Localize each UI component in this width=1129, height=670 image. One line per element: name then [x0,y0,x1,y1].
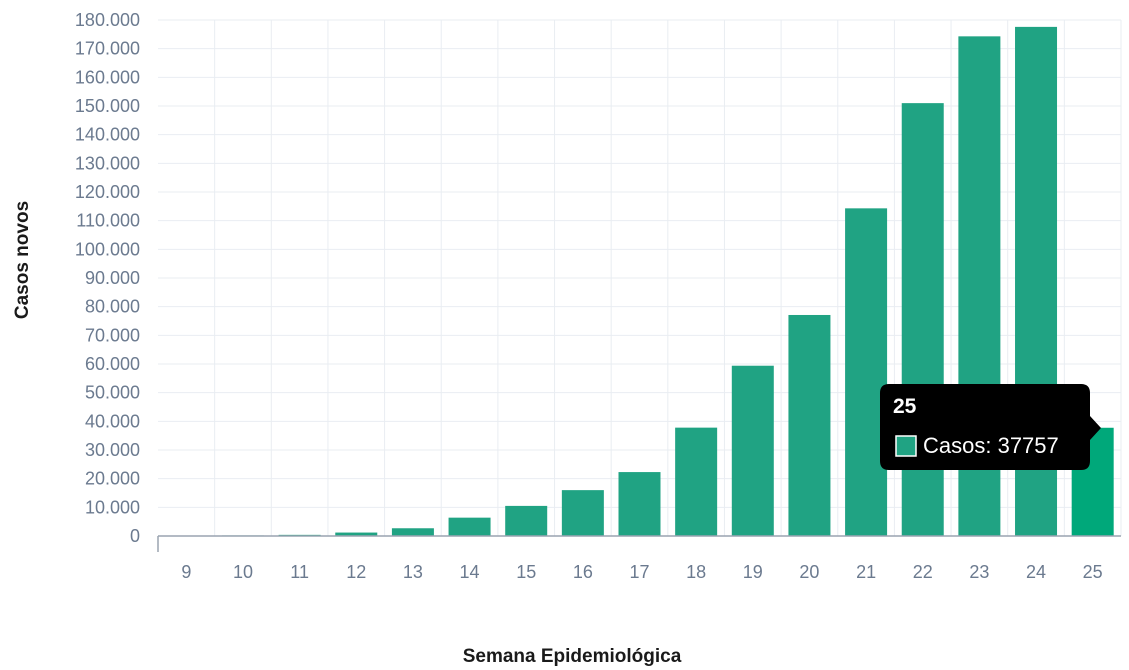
y-tick-label: 110.000 [76,211,140,231]
y-tick-label: 0 [130,526,140,546]
x-tick-label: 17 [629,562,649,582]
y-tick-label: 120.000 [75,182,140,202]
y-tick-label: 140.000 [75,125,140,145]
bar-week-21[interactable] [845,208,888,536]
bar-week-19[interactable] [731,365,774,536]
y-tick-label: 80.000 [85,297,140,317]
x-tick-label: 9 [181,562,191,582]
tooltip-series-value: Casos: 37757 [923,433,1059,458]
tooltip-series-swatch [895,435,917,457]
tooltip-title: 25 [893,395,917,418]
y-tick-label: 100.000 [75,239,140,259]
y-tick-label: 150.000 [75,96,140,116]
y-axis-title: Casos novos [12,201,33,319]
bar-week-14[interactable] [448,517,491,536]
y-tick-label: 20.000 [85,469,140,489]
y-tick-label: 130.000 [75,153,140,173]
x-tick-label: 18 [686,562,706,582]
x-tick-label: 21 [856,562,876,582]
y-tick-label: 60.000 [85,354,140,374]
y-tick-label: 30.000 [85,440,140,460]
x-tick-label: 14 [460,562,480,582]
tooltip: 25 Casos: 37757 [880,384,1101,470]
y-tick-label: 170.000 [75,39,140,59]
x-tick-label: 25 [1083,562,1103,582]
x-tick-label: 19 [743,562,763,582]
x-tick-label: 22 [913,562,933,582]
axes [157,535,1121,552]
x-tick-label: 11 [290,562,309,582]
x-tick-label: 15 [516,562,536,582]
y-tick-label: 50.000 [85,383,140,403]
bar-week-20[interactable] [788,314,831,536]
bar-week-17[interactable] [618,472,661,536]
bar-week-13[interactable] [391,528,434,536]
bar-week-18[interactable] [675,427,718,536]
bar-week-12[interactable] [335,532,378,536]
y-tick-label: 160.000 [75,67,140,87]
x-tick-label: 20 [799,562,819,582]
x-tick-label: 24 [1026,562,1046,582]
x-tick-label: 13 [403,562,423,582]
y-tick-label: 70.000 [85,325,140,345]
x-tick-label: 23 [969,562,989,582]
bar-week-15[interactable] [505,505,548,536]
y-tick-label: 40.000 [85,411,140,431]
y-tick-label: 10.000 [85,497,140,517]
bar-week-22[interactable] [901,103,944,536]
x-tick-label: 10 [233,562,253,582]
y-tick-label: 90.000 [85,268,140,288]
x-axis-title: Semana Epidemiológica [463,646,682,667]
x-tick-label: 16 [573,562,593,582]
x-tick-label: 12 [346,562,366,582]
y-axis-ticks: 0 10.000 20.000 30.000 40.000 50.000 60.000 70.… [75,10,140,546]
bar-week-16[interactable] [561,490,604,536]
tooltip-box [880,384,1101,470]
y-tick-label: 180.000 [75,10,140,30]
x-axis-ticks: 9 10 11 12 13 14 15 16 17 18 19 20 21 22 23 24 25 [181,562,1102,582]
